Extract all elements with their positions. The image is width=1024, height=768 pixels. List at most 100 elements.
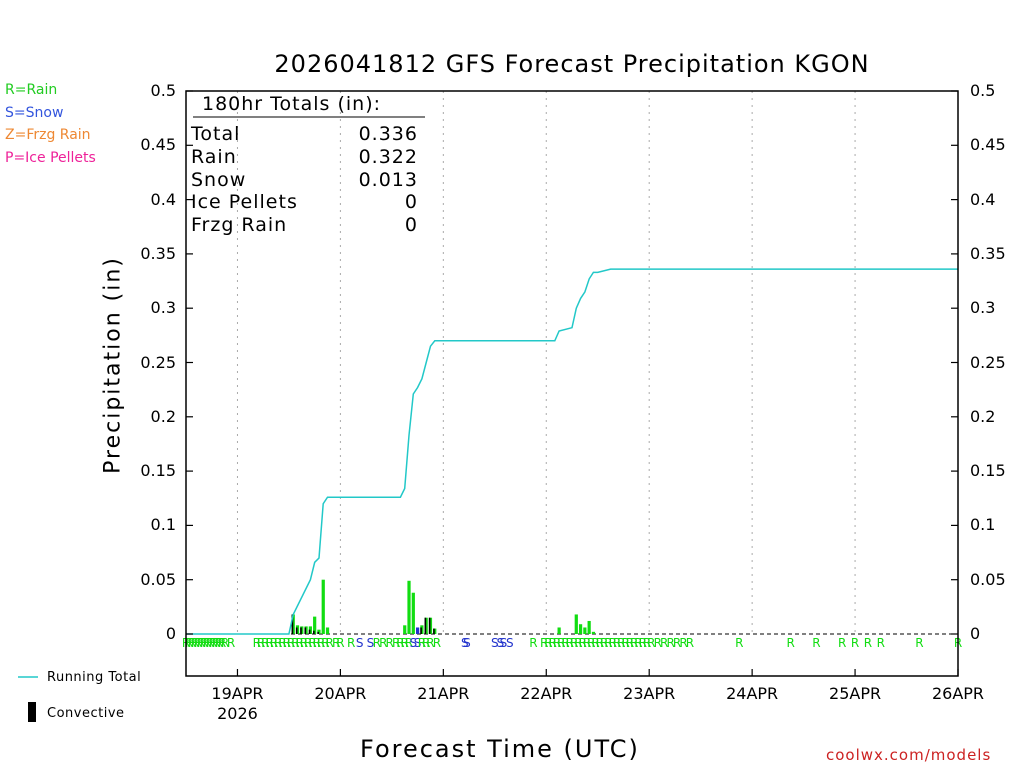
precip-type-marker: R <box>544 636 552 650</box>
chart-title: 2026041812 GFS Forecast Precipitation KG… <box>274 50 870 78</box>
precip-type-marker: R <box>812 636 820 650</box>
precip-type-marker: R <box>864 636 872 650</box>
totals-value: 0 <box>404 191 418 214</box>
convective-bar <box>420 627 422 634</box>
precip-type-marker: R <box>673 636 681 650</box>
precip-type-marker: R <box>660 636 668 650</box>
precip-type-marker: R <box>221 636 229 650</box>
precip-type-marker: R <box>300 636 308 650</box>
x-axis-label: Forecast Time (UTC) <box>360 735 640 763</box>
precip-type-marker: R <box>630 636 638 650</box>
y-tick-label-left: 0.35 <box>140 243 176 263</box>
precip-type-marker: R <box>877 636 885 650</box>
y-tick-label-right: 0.25 <box>970 352 1006 372</box>
precip-type-marker: R <box>253 636 261 650</box>
precip-type-marker: R <box>257 636 265 650</box>
precip-type-marker: R <box>647 636 655 650</box>
convective-bar <box>313 630 315 634</box>
precip-type-marker: R <box>274 636 282 650</box>
precip-type-marker: R <box>557 636 565 650</box>
precip-type-marker: S <box>463 636 471 650</box>
y-tick-label-left: 0.4 <box>150 189 176 209</box>
precip-type-marker: R <box>227 636 235 650</box>
precip-type-marker: R <box>634 636 642 650</box>
y-tick-label-right: 0.15 <box>970 461 1006 481</box>
y-tick-label-left: 0.5 <box>150 81 176 100</box>
precip-bar <box>591 631 596 634</box>
precip-type-marker: S <box>414 636 422 650</box>
totals-label: Rain <box>191 145 237 168</box>
x-tick-label: 22APR <box>520 684 573 703</box>
precip-type-marker: R <box>278 636 286 650</box>
y-tick-label-right: 0.2 <box>970 406 996 426</box>
convective-bar <box>295 627 298 634</box>
y-tick-label-left: 0.05 <box>140 569 176 589</box>
precip-type-marker: R <box>596 636 604 650</box>
precip-bar <box>578 624 583 634</box>
precip-type-marker: R <box>326 636 334 650</box>
precip-type-marker: R <box>215 636 223 650</box>
x-tick-label: 20APR <box>314 684 367 703</box>
precip-type-marker: R <box>851 636 859 650</box>
precip-bar <box>587 620 591 634</box>
precip-type-marker: R <box>787 636 795 650</box>
precip-type-marker: R <box>553 636 561 650</box>
running-total-legend-swatch <box>18 676 38 678</box>
y-tick-label-right: 0.45 <box>970 135 1006 155</box>
precip-bar <box>321 579 325 634</box>
precip-bar <box>313 616 317 634</box>
y-tick-label-left: 0.15 <box>140 461 176 481</box>
y-tick-label-left: 0.2 <box>150 406 176 426</box>
y-tick-label-right: 0.35 <box>970 243 1006 263</box>
precip-type-marker: R <box>587 636 595 650</box>
precip-type-marker: R <box>600 636 608 650</box>
y-tick-label-right: 0.1 <box>970 515 996 535</box>
convective-bar <box>300 627 302 634</box>
x-tick-label: 24APR <box>726 684 779 703</box>
precip-type-marker: R <box>188 636 196 650</box>
precip-type-marker: R <box>735 636 743 650</box>
precip-type-marker: R <box>287 636 295 650</box>
precip-type-marker: R <box>200 636 208 650</box>
precip-type-marker: R <box>666 636 674 650</box>
convective-legend-swatch <box>28 702 36 722</box>
precip-type-marker: R <box>583 636 591 650</box>
legend-item-s: S=Snow <box>5 104 64 121</box>
precip-type-marker: S <box>497 636 505 650</box>
x-tick-label: 23APR <box>623 684 676 703</box>
precip-type-marker: R <box>336 636 344 650</box>
precip-type-marker: R <box>321 636 329 650</box>
y-tick-label-right: 0.5 <box>970 81 996 100</box>
x-tick-sublabel: 2026 <box>217 704 258 723</box>
totals-header: 180hr Totals (in): <box>202 93 382 115</box>
precip-type-marker: R <box>313 636 321 650</box>
precip-type-marker: R <box>332 636 340 650</box>
precip-type-marker: R <box>540 636 548 650</box>
precip-type-marker: R <box>574 636 582 650</box>
precip-type-marker: R <box>570 636 578 650</box>
site-credit: coolwx.com/models <box>826 746 992 764</box>
precip-type-marker: R <box>433 636 441 650</box>
legend-item-z: Z=Frzg Rain <box>5 127 91 143</box>
precip-type-marker: R <box>373 636 381 650</box>
precip-type-marker: R <box>185 636 193 650</box>
precip-type-marker: R <box>617 636 625 650</box>
y-tick-label-right: 0.4 <box>970 189 996 209</box>
precip-type-marker: R <box>613 636 621 650</box>
y-tick-label-left: 0.1 <box>150 515 176 535</box>
precip-type-marker: R <box>392 636 400 650</box>
precip-type-marker: R <box>212 636 220 650</box>
precip-type-marker: R <box>197 636 205 650</box>
y-axis-label: Precipitation (in) <box>100 256 126 474</box>
convective-legend-label: Convective <box>47 706 125 721</box>
precip-type-marker: S <box>409 636 417 650</box>
convective-bar <box>433 628 435 634</box>
precip-type-marker: R <box>418 636 426 650</box>
precip-type-marker: R <box>401 636 409 650</box>
convective-bar <box>317 631 319 634</box>
precip-type-marker: R <box>308 636 316 650</box>
precip-type-marker: R <box>396 636 404 650</box>
y-tick-label-right: 0.05 <box>970 569 1006 589</box>
totals-label: Snow <box>191 168 247 191</box>
